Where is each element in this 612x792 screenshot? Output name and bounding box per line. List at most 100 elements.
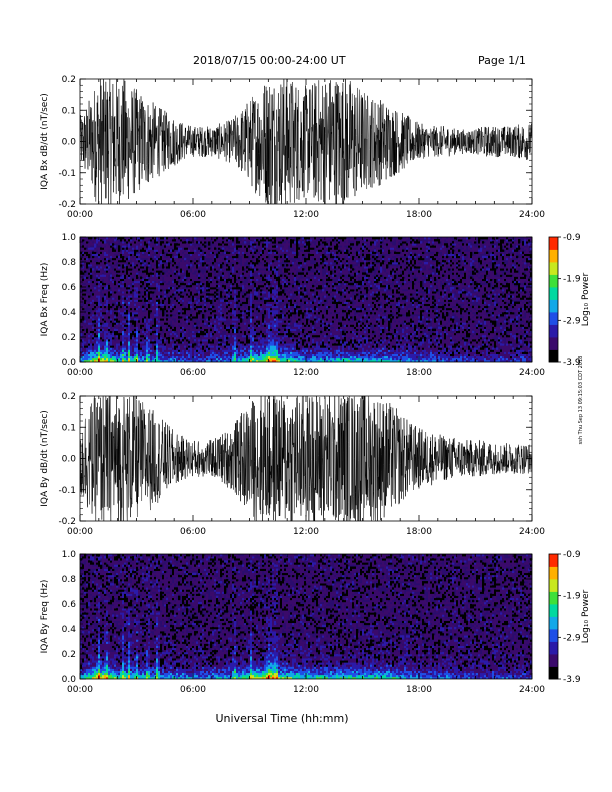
spectrogram-cell — [246, 295, 249, 298]
spectrogram-cell — [108, 355, 111, 359]
spectrogram-cell — [220, 339, 223, 342]
spectrogram-cell — [266, 247, 269, 250]
spectrogram-cell — [156, 243, 159, 246]
spectrogram-cell — [124, 343, 127, 346]
spectrogram-cell — [86, 334, 89, 338]
spectrogram-cell — [120, 355, 123, 359]
spectrogram-cell — [192, 253, 195, 257]
spectrogram-cell — [126, 328, 129, 332]
spectrogram-cell — [272, 309, 275, 313]
spectrogram-cell — [236, 276, 239, 279]
spectrogram-cell — [234, 332, 237, 336]
spectrogram-cell — [106, 355, 109, 359]
spectrogram-cell — [222, 287, 225, 290]
spectrogram-cell — [198, 332, 201, 336]
spectrogram-cell — [98, 355, 101, 359]
spectrogram-cell — [234, 289, 237, 292]
spectrogram-cell — [86, 262, 89, 265]
spectrogram-cell — [104, 334, 107, 338]
spectrogram-cell — [274, 343, 277, 346]
spectrogram-cell — [280, 343, 283, 346]
spectrogram-cell — [260, 309, 263, 313]
spectrogram-cell — [170, 282, 173, 286]
spectrogram-cell — [148, 272, 151, 275]
spectrogram-cell — [158, 343, 161, 346]
spectrogram-cell — [236, 253, 239, 257]
spectrogram-cell — [90, 324, 93, 327]
spectrogram-cell — [204, 245, 207, 248]
spectrogram-cell — [260, 349, 263, 352]
spectrogram-cell — [106, 305, 109, 309]
spectrogram-cell — [152, 314, 155, 317]
spectrogram-cell — [116, 316, 119, 319]
spectrogram-cell — [126, 274, 129, 277]
spectrogram-cell — [192, 343, 195, 346]
spectrogram-cell — [256, 349, 259, 352]
spectrogram-cell — [110, 255, 113, 259]
spectrogram-cell — [264, 249, 267, 252]
spectrogram-cell — [278, 291, 281, 294]
spectrogram-cell — [212, 237, 215, 240]
spectrogram-cell — [240, 359, 243, 362]
spectrogram-cell — [146, 287, 149, 290]
spectrogram-cell — [96, 312, 99, 315]
spectrogram-cell — [82, 337, 85, 340]
spectrogram-cell — [230, 353, 233, 357]
spectrogram-cell — [118, 297, 121, 300]
spectrogram-cell — [238, 351, 241, 354]
spectrogram-cell — [154, 247, 157, 250]
spectrogram-cell — [102, 307, 105, 311]
spectrogram-cell — [92, 334, 95, 338]
spectrogram-cell — [238, 316, 241, 319]
spectrogram-cell — [258, 312, 261, 315]
spectrogram-cell — [270, 359, 273, 362]
spectrogram-cell — [120, 251, 123, 254]
spectrogram-cell — [200, 345, 203, 348]
spectrogram-cell — [80, 337, 83, 340]
spectrogram-cell — [98, 351, 101, 354]
spectrogram-cell — [244, 301, 247, 304]
spectrogram-cell — [248, 262, 251, 265]
spectrogram-cell — [134, 339, 137, 342]
spectrogram-cell — [190, 347, 193, 350]
spectrogram-cell — [86, 351, 89, 354]
spectrogram-cell — [168, 239, 171, 242]
spectrogram-cell — [98, 312, 101, 315]
spectrogram-cell — [250, 355, 253, 359]
spectrogram-cell — [242, 328, 245, 332]
spectrogram-cell — [102, 320, 105, 323]
spectrogram-cell — [104, 272, 107, 275]
spectrogram-cell — [164, 307, 167, 311]
spectrogram-cell — [162, 297, 165, 300]
spectrogram-cell — [108, 291, 111, 294]
spectrogram-cell — [100, 259, 103, 263]
spectrogram-cell — [112, 343, 115, 346]
spectrogram-cell — [218, 312, 221, 315]
spectrogram-cell — [96, 309, 99, 313]
spectrogram-cell — [196, 349, 199, 352]
spectrogram-cell — [206, 347, 209, 350]
spectrogram-cell — [84, 343, 87, 346]
spectrogram-cell — [154, 347, 157, 350]
spectrogram-cell — [242, 316, 245, 319]
spectrogram-cell — [280, 257, 283, 261]
spectrogram-cell — [150, 272, 153, 275]
spectrogram-cell — [138, 245, 141, 248]
spectrogram-cell — [200, 322, 203, 325]
spectrogram-cell — [248, 249, 251, 252]
spectrogram-cell — [208, 312, 211, 315]
spectrogram-cell — [194, 251, 197, 254]
spectrogram-cell — [232, 359, 235, 362]
spectrogram-cell — [168, 345, 171, 348]
spectrogram-cell — [186, 353, 189, 357]
spectrogram-cell — [180, 303, 183, 307]
spectrogram-cell — [146, 349, 149, 352]
spectrogram-cell — [142, 357, 145, 361]
spectrogram-cell — [252, 328, 255, 332]
spectrogram-cell — [222, 334, 225, 338]
spectrogram-cell — [162, 259, 165, 263]
spectrogram-cell — [114, 299, 117, 302]
spectrogram-cell — [230, 259, 233, 263]
spectrogram-cell — [96, 291, 99, 294]
spectrogram-cell — [172, 320, 175, 323]
